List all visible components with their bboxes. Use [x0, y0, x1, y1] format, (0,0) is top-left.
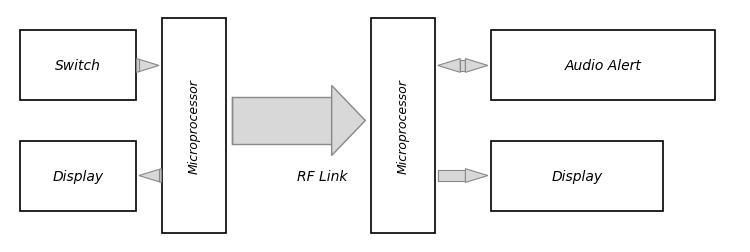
Bar [159, 170, 161, 181]
Polygon shape [438, 59, 460, 73]
Bar [20, 31, 136, 101]
Bar [490, 31, 715, 101]
Bar [490, 141, 663, 211]
Polygon shape [466, 169, 488, 183]
Polygon shape [139, 169, 161, 183]
Bar [232, 97, 332, 145]
Polygon shape [332, 86, 365, 156]
Polygon shape [466, 59, 488, 73]
Bar [162, 19, 226, 233]
Bar [460, 61, 466, 72]
Text: Switch: Switch [55, 59, 101, 73]
Bar [438, 170, 466, 181]
Text: Microprocessor: Microprocessor [188, 79, 200, 173]
Text: Audio Alert: Audio Alert [565, 59, 641, 73]
Text: Display: Display [551, 169, 602, 183]
Text: Display: Display [53, 169, 104, 183]
Text: RF Link: RF Link [296, 169, 347, 183]
Bar [371, 19, 435, 233]
Bar [20, 141, 136, 211]
Text: Microprocessor: Microprocessor [397, 79, 410, 173]
Bar [136, 61, 139, 72]
Polygon shape [136, 59, 159, 73]
